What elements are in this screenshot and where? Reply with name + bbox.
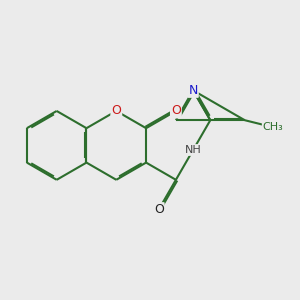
Text: CH₃: CH₃ (263, 122, 284, 132)
Text: O: O (154, 203, 164, 216)
Text: N: N (188, 84, 198, 97)
Text: O: O (111, 104, 121, 118)
Text: O: O (171, 104, 181, 118)
Text: NH: NH (185, 145, 202, 155)
